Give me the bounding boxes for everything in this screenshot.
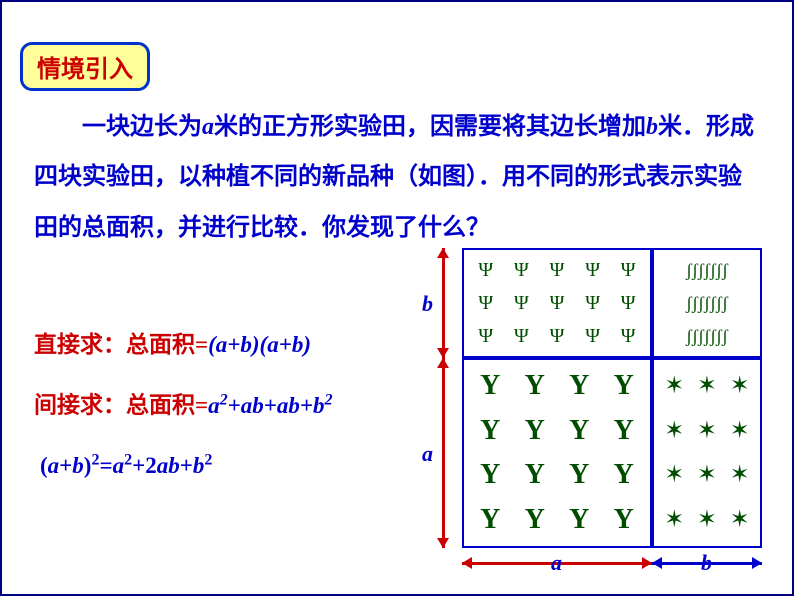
plant-icon: Ψ [468, 326, 504, 346]
plant-icon: Ψ [539, 260, 575, 280]
plant-icon: Ψ [610, 293, 646, 313]
plant-icon: ✶ [658, 463, 691, 487]
plant-icon: ✶ [658, 508, 691, 532]
plant-icon: ✶ [691, 374, 724, 398]
context-badge: 情境引入 [20, 42, 150, 91]
arrowhead-icon [652, 557, 662, 569]
eq3-expr: (a+b)2=a2+2ab+b2 [40, 453, 212, 478]
plant-icon: Y [602, 372, 647, 400]
plant-icon: Ψ [504, 260, 540, 280]
arrowhead-icon [437, 358, 449, 368]
field-diagram: ΨΨΨΨΨΨΨΨΨΨΨΨΨΨΨʃʃʃʃʃʃʃʃʃʃʃʃʃʃʃʃʃʃʃʃʃYYYY… [422, 248, 768, 568]
label-bottom-b: b [701, 550, 712, 576]
plant-icon: Y [602, 506, 647, 534]
cell-bottom-left: YYYYYYYYYYYYYYYY [462, 358, 652, 548]
plant-icon: Y [513, 372, 558, 400]
plant-icon: ✶ [658, 419, 691, 443]
plant-icon: Ψ [504, 293, 540, 313]
cell-bottom-right: ✶✶✶✶✶✶✶✶✶✶✶✶ [652, 358, 762, 548]
arrowhead-icon [437, 248, 449, 258]
para-b: b [646, 114, 658, 140]
plant-icon: Y [513, 461, 558, 489]
plant-icon: ✶ [723, 374, 756, 398]
label-bottom-a: a [551, 550, 562, 576]
plant-icon: Ψ [504, 326, 540, 346]
arrowhead-icon [437, 538, 449, 548]
plant-icon: ✶ [658, 374, 691, 398]
plant-icon: Y [602, 417, 647, 445]
eq1-label: 直接求：总面积= [34, 332, 208, 357]
para-t2: 米的正方形实验田，因需要将其边长增加 [214, 114, 646, 140]
plant-icon: Y [468, 417, 513, 445]
plant-icon: Y [557, 417, 602, 445]
plant-icon: Ψ [468, 293, 504, 313]
arrowhead-icon [437, 348, 449, 358]
plant-icon: ✶ [691, 508, 724, 532]
arrowhead-icon [752, 557, 762, 569]
equation-indirect: 间接求：总面积=a2+ab+ab+b2 [34, 387, 333, 424]
plant-icon: Y [468, 506, 513, 534]
plant-icon: Ψ [575, 293, 611, 313]
equation-result: (a+b)2=a2+2ab+b2 [40, 447, 212, 484]
eq2-label: 间接求：总面积= [34, 393, 208, 418]
plant-icon: Y [557, 372, 602, 400]
plant-icon: Ψ [539, 326, 575, 346]
plant-icon: Ψ [575, 326, 611, 346]
v-arrow-a [442, 358, 445, 548]
plant-icon: Y [513, 417, 558, 445]
plant-icon: ✶ [691, 419, 724, 443]
cell-top-left: ΨΨΨΨΨΨΨΨΨΨΨΨΨΨΨ [462, 248, 652, 358]
plant-icon: Y [468, 372, 513, 400]
problem-paragraph: 一块边长为a米的正方形实验田，因需要将其边长增加b米．形成四块实验田，以种植不同… [34, 102, 760, 253]
plant-icon: Y [557, 461, 602, 489]
arrowhead-icon [642, 557, 652, 569]
arrowhead-icon [462, 557, 472, 569]
para-t1: 一块边长为 [82, 114, 202, 140]
plant-icon: Ψ [610, 260, 646, 280]
plant-icon: Y [513, 506, 558, 534]
plant-icon: Y [557, 506, 602, 534]
plant-icon: Y [468, 461, 513, 489]
plant-icon: ʃʃʃʃʃʃʃ [658, 294, 756, 312]
plant-icon: Ψ [468, 260, 504, 280]
plant-icon: ʃʃʃʃʃʃʃ [658, 327, 756, 345]
plant-icon: Y [602, 461, 647, 489]
eq1-expr: (a+b)(a+b) [208, 332, 311, 357]
para-a: a [202, 114, 214, 140]
eq2-expr: a2+ab+ab+b2 [208, 393, 332, 418]
v-arrow-b [442, 248, 445, 358]
plant-icon: ✶ [723, 419, 756, 443]
plant-icon: ʃʃʃʃʃʃʃ [658, 261, 756, 279]
equation-direct: 直接求：总面积=(a+b)(a+b) [34, 327, 311, 364]
plant-icon: Ψ [539, 293, 575, 313]
plant-icon: ✶ [723, 463, 756, 487]
label-left-a: a [422, 441, 433, 467]
plant-icon: ✶ [723, 508, 756, 532]
plant-icon: Ψ [575, 260, 611, 280]
plant-icon: ✶ [691, 463, 724, 487]
plant-icon: Ψ [610, 326, 646, 346]
cell-top-right: ʃʃʃʃʃʃʃ ʃʃʃʃʃʃʃ ʃʃʃʃʃʃʃ [652, 248, 762, 358]
label-left-b: b [422, 291, 433, 317]
